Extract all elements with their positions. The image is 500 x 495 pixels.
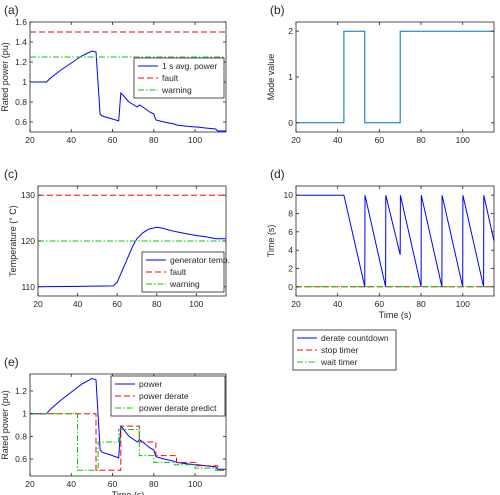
panel-label: (c)	[4, 167, 18, 181]
y-tick-label: 120	[21, 236, 35, 246]
y-tick-label: 1	[22, 409, 27, 419]
series-line-power	[30, 377, 226, 470]
legend-entry: stop timer	[321, 345, 358, 355]
y-axis-label: Temperature (° C)	[8, 205, 18, 277]
legend-entry: warning	[169, 279, 200, 289]
x-tick-label: 20	[291, 299, 301, 309]
legend-entry: fault	[162, 73, 179, 83]
y-tick-label: 4	[288, 245, 293, 255]
y-tick-label: 0.6	[15, 117, 27, 127]
legend-entry: wait timer	[320, 357, 358, 367]
x-tick-label: 100	[189, 299, 203, 309]
y-axis-label: Mode value	[266, 54, 276, 101]
x-tick-label: 20	[25, 135, 35, 145]
panel-label: (e)	[4, 355, 19, 369]
series-line-mode	[296, 30, 494, 124]
y-tick-label: 1.2	[15, 386, 27, 396]
y-tick-label: 1.2	[15, 57, 27, 67]
x-tick-label: 60	[108, 479, 118, 489]
x-tick-label: 20	[291, 135, 301, 145]
x-tick-label: 60	[375, 299, 385, 309]
y-tick-label: 130	[21, 190, 35, 200]
chart-panel-1: (a) 20 40 60 80 100 0.6 0.8 1 1.2 1.4 1.6 Rated powe…	[0, 3, 227, 145]
y-axis-label: Rated power (pu)	[0, 42, 10, 112]
y-tick-label: 0	[288, 282, 293, 292]
chart-panel-5: (e) 20 40 60 80 100 0.6 0.8 1 1.2 Time (s) Rated po…	[0, 355, 227, 495]
x-tick-label: 100	[456, 299, 470, 309]
x-tick-label: 100	[188, 135, 202, 145]
x-tick-label: 100	[188, 479, 202, 489]
y-tick-label: 6	[288, 227, 293, 237]
x-tick-label: 80	[152, 299, 162, 309]
x-tick-label: 60	[108, 135, 118, 145]
series-line-generator-temp-	[38, 226, 226, 288]
y-tick-label: 10	[284, 190, 294, 200]
x-tick-label: 80	[149, 135, 159, 145]
legend-entry: warning	[161, 85, 192, 95]
y-axis-label: Rated power (pu)	[0, 390, 10, 460]
y-tick-label: 2	[288, 26, 293, 36]
x-tick-label: 40	[333, 299, 343, 309]
series-line-power-derate	[30, 413, 226, 471]
legend: derate countdown stop timer wait timer	[292, 329, 397, 371]
y-tick-label: 1.6	[15, 17, 27, 27]
x-tick-label: 80	[416, 299, 426, 309]
y-tick-label: 0.6	[15, 454, 27, 464]
x-tick-label: 20	[33, 299, 43, 309]
legend-entry: fault	[170, 267, 187, 277]
x-tick-label: 60	[375, 135, 385, 145]
x-tick-label: 40	[333, 135, 343, 145]
y-axis-label: Time (s)	[266, 225, 276, 258]
series-line-power-derate-predict	[30, 413, 226, 471]
x-tick-label: 60	[112, 299, 122, 309]
legend-entry: power	[139, 379, 162, 389]
x-axis-label: Time (s)	[112, 490, 145, 495]
y-tick-label: 0	[288, 118, 293, 128]
panel-label: (d)	[270, 167, 285, 181]
x-tick-label: 40	[67, 135, 77, 145]
chart-panel-4: (d) 20 40 60 80 100 0 2 4 6 8 10 Time (s) Time (s) der…	[266, 167, 495, 371]
y-tick-label: 0.8	[15, 97, 27, 107]
legend-entry: power derate predict	[139, 403, 217, 413]
legend: power power derate power derate predict	[110, 375, 226, 417]
y-tick-label: 110	[21, 282, 35, 292]
y-tick-label: 8	[288, 209, 293, 219]
series-line-derate-countdown	[296, 194, 494, 287]
chart-panel-2: (b) 20 40 60 80 100 0 1 2 Mode value	[266, 3, 495, 145]
y-tick-label: 1	[22, 77, 27, 87]
x-tick-label: 100	[456, 135, 470, 145]
x-axis-label: Time (s)	[379, 310, 412, 320]
legend-entry: power derate	[139, 391, 189, 401]
y-tick-label: 1	[288, 72, 293, 82]
legend: 1 s avg. power fault warning	[133, 57, 225, 99]
x-tick-label: 20	[25, 479, 35, 489]
panel-label: (b)	[270, 3, 285, 17]
y-tick-label: 0.8	[15, 431, 27, 441]
x-tick-label: 80	[416, 135, 426, 145]
legend-entry: 1 s avg. power	[162, 61, 217, 71]
legend-entry: derate countdown	[321, 333, 389, 343]
x-tick-label: 40	[73, 299, 83, 309]
panel-label: (a)	[4, 3, 19, 17]
legend-entry: generator temp.	[170, 255, 230, 265]
legend: generator temp. fault warning	[141, 251, 230, 293]
y-tick-label: 1.4	[15, 37, 27, 47]
x-tick-label: 80	[149, 479, 159, 489]
plot-area	[295, 21, 495, 133]
series-line-1-s-avg-power	[30, 50, 226, 132]
y-tick-label: 2	[288, 264, 293, 274]
x-tick-label: 40	[67, 479, 77, 489]
